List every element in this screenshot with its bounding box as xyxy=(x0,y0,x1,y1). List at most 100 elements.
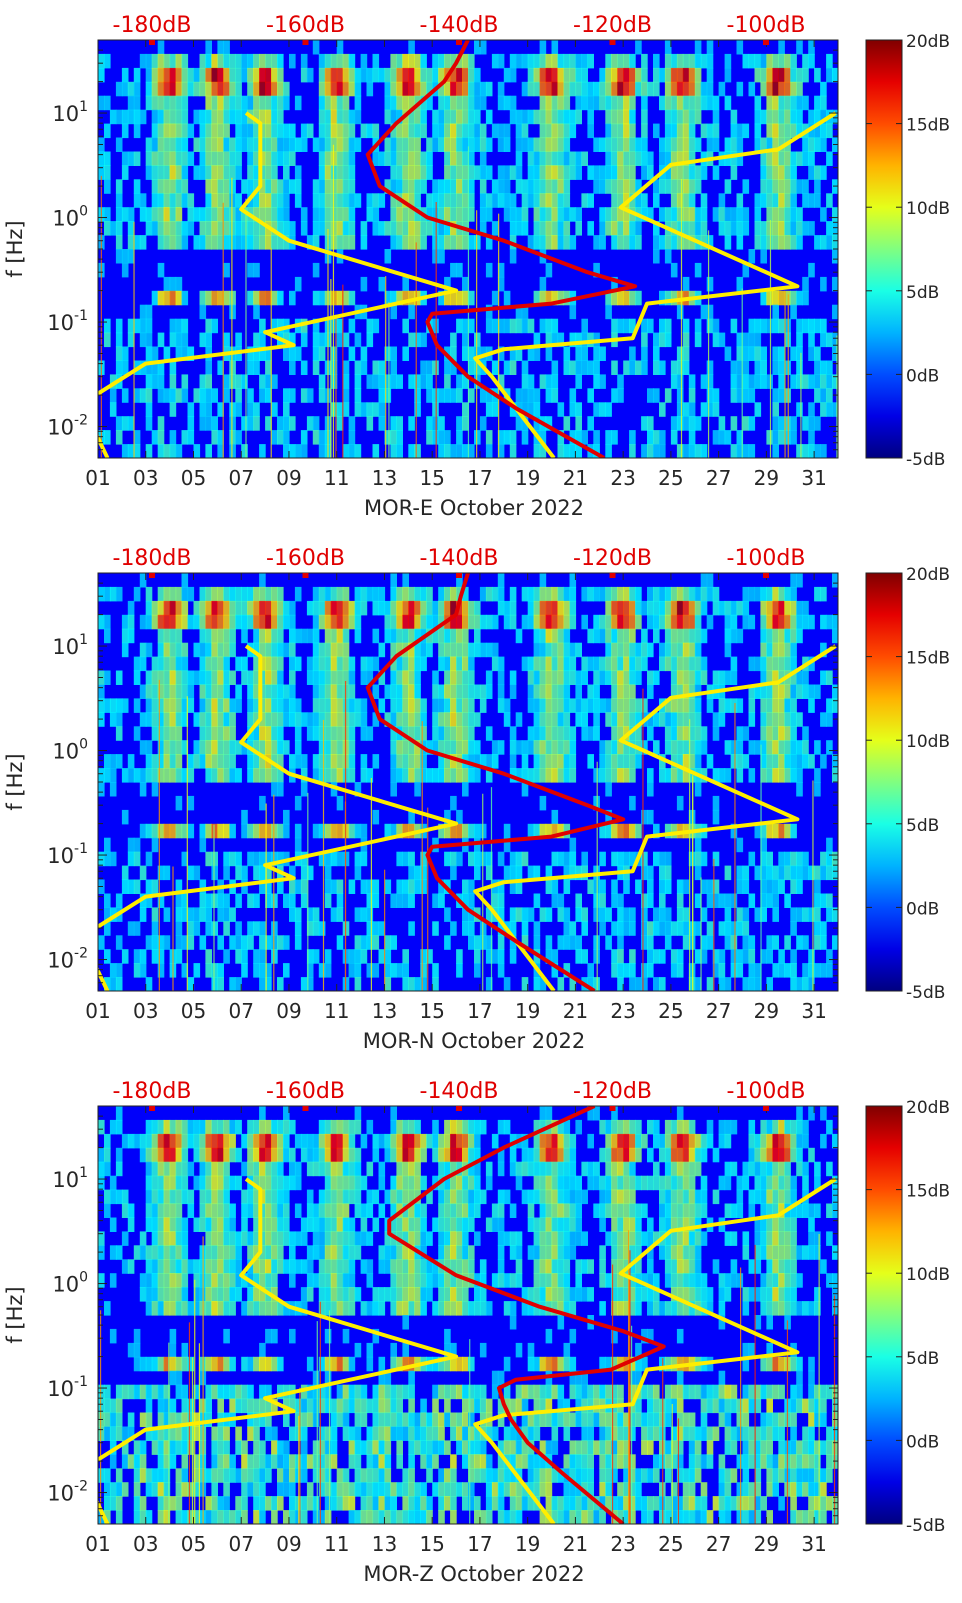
top-axis-tick xyxy=(303,40,309,45)
x-tick-label: 01 xyxy=(85,999,110,1023)
colorbar xyxy=(866,573,902,991)
top-axis-label: -120dB xyxy=(573,13,652,38)
top-axis-label: -180dB xyxy=(113,546,192,571)
top-axis-label: -160dB xyxy=(266,546,345,571)
y-tick-label: 10-1 xyxy=(47,308,88,335)
top-axis-tick xyxy=(456,40,462,45)
x-tick-label: 25 xyxy=(658,466,683,490)
colorbar-tick-label: 0dB xyxy=(906,366,939,386)
colorbar-tick-label: -5dB xyxy=(906,1516,945,1536)
top-axis-tick xyxy=(763,40,769,45)
top-axis-tick xyxy=(610,1106,616,1111)
x-tick-label: 03 xyxy=(133,999,158,1023)
y-tick-label: 101 xyxy=(52,1165,88,1192)
colorbar-tick-label: 20dB xyxy=(906,32,950,52)
colorbar-tick-label: 15dB xyxy=(906,1182,950,1202)
x-axis-label: MOR-E October 2022 xyxy=(364,496,584,520)
colorbar-tick-label: 10dB xyxy=(906,1265,950,1285)
x-tick-label: 19 xyxy=(515,466,540,490)
x-tick-label: 03 xyxy=(133,466,158,490)
x-tick-label: 21 xyxy=(563,1532,588,1556)
top-axis-tick xyxy=(763,573,769,578)
x-tick-label: 29 xyxy=(754,466,779,490)
x-tick-label: 13 xyxy=(372,999,397,1023)
y-axis-label: f [Hz] xyxy=(3,220,27,277)
x-tick-label: 17 xyxy=(467,999,492,1023)
x-tick-label: 23 xyxy=(610,1532,635,1556)
x-tick-label: 29 xyxy=(754,999,779,1023)
spectrogram xyxy=(98,1106,839,1525)
top-axis-label: -180dB xyxy=(113,13,192,38)
spectrogram xyxy=(98,573,839,992)
colorbar-tick-label: 5dB xyxy=(906,1349,939,1369)
x-tick-label: 25 xyxy=(658,999,683,1023)
y-tick-label: 10-2 xyxy=(47,946,88,973)
top-axis-tick xyxy=(456,573,462,578)
top-axis-label: -140dB xyxy=(420,546,499,571)
x-tick-label: 21 xyxy=(563,999,588,1023)
x-tick-label: 05 xyxy=(181,466,206,490)
colorbar-tick-label: 20dB xyxy=(906,565,950,585)
colorbar-tick-label: 15dB xyxy=(906,116,950,136)
x-tick-label: 09 xyxy=(276,466,301,490)
x-tick-label: 01 xyxy=(85,1532,110,1556)
x-tick-label: 11 xyxy=(324,1532,349,1556)
colorbar-tick-label: 20dB xyxy=(906,1098,950,1118)
x-tick-label: 11 xyxy=(324,999,349,1023)
top-axis-label: -120dB xyxy=(573,546,652,571)
top-axis-label: -160dB xyxy=(266,1079,345,1104)
colorbar-tick-label: 5dB xyxy=(906,283,939,303)
x-tick-label: 31 xyxy=(801,1532,826,1556)
y-axis-label: f [Hz] xyxy=(3,1286,27,1343)
x-tick-label: 03 xyxy=(133,1532,158,1556)
x-tick-label: 17 xyxy=(467,466,492,490)
top-axis-label: -160dB xyxy=(266,13,345,38)
top-axis-label: -140dB xyxy=(420,13,499,38)
top-axis-label: -100dB xyxy=(727,546,806,571)
colorbar-tick-label: 5dB xyxy=(906,816,939,836)
y-tick-label: 10-1 xyxy=(47,841,88,868)
colorbar-tick-label: -5dB xyxy=(906,983,945,1003)
top-axis-label: -100dB xyxy=(727,1079,806,1104)
x-tick-label: 27 xyxy=(706,999,731,1023)
top-axis-label: -120dB xyxy=(573,1079,652,1104)
x-tick-label: 07 xyxy=(228,1532,253,1556)
x-tick-label: 23 xyxy=(610,999,635,1023)
colorbar-tick-label: -5dB xyxy=(906,450,945,470)
x-tick-label: 19 xyxy=(515,1532,540,1556)
x-tick-label: 15 xyxy=(419,466,444,490)
top-axis-label: -100dB xyxy=(727,13,806,38)
x-tick-label: 29 xyxy=(754,1532,779,1556)
x-tick-label: 27 xyxy=(706,466,731,490)
y-tick-label: 100 xyxy=(52,1270,88,1297)
colorbar-tick-label: 10dB xyxy=(906,199,950,219)
x-tick-label: 21 xyxy=(563,466,588,490)
x-tick-label: 07 xyxy=(228,999,253,1023)
top-axis-tick xyxy=(149,1106,155,1111)
x-tick-label: 15 xyxy=(419,999,444,1023)
x-tick-label: 13 xyxy=(372,466,397,490)
top-axis-tick xyxy=(303,1106,309,1111)
top-axis-tick xyxy=(303,573,309,578)
x-tick-label: 09 xyxy=(276,1532,301,1556)
y-tick-label: 100 xyxy=(52,737,88,764)
colorbar-tick-label: 10dB xyxy=(906,732,950,752)
colorbar-tick-label: 0dB xyxy=(906,899,939,919)
y-tick-label: 10-1 xyxy=(47,1374,88,1401)
x-tick-label: 11 xyxy=(324,466,349,490)
top-axis-tick xyxy=(149,573,155,578)
x-axis-label: MOR-Z October 2022 xyxy=(363,1562,584,1586)
y-axis-label: f [Hz] xyxy=(3,753,27,810)
x-tick-label: 25 xyxy=(658,1532,683,1556)
top-axis-tick xyxy=(610,573,616,578)
x-tick-label: 05 xyxy=(181,999,206,1023)
x-tick-label: 05 xyxy=(181,1532,206,1556)
x-tick-label: 17 xyxy=(467,1532,492,1556)
x-tick-label: 15 xyxy=(419,1532,444,1556)
x-tick-label: 31 xyxy=(801,999,826,1023)
x-tick-label: 31 xyxy=(801,466,826,490)
